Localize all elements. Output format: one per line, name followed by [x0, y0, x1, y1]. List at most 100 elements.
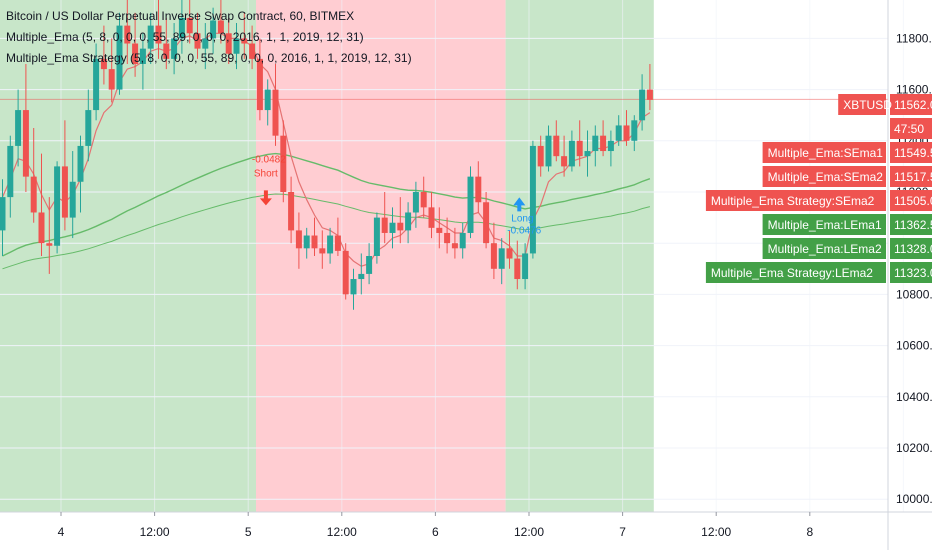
candle	[256, 38, 263, 121]
candle-body	[93, 58, 100, 111]
indicator-legend[interactable]: Multiple_Ema (5, 8, 0, 0, 0, 55, 89, 0, …	[6, 30, 364, 44]
candle-body	[420, 192, 427, 208]
price-tag: 11362.5 Multiple_Ema:LEma1	[762, 214, 932, 235]
candle	[233, 23, 240, 70]
price-tag-value-box	[890, 238, 932, 259]
strategy-legend[interactable]: Multiple_Ema Strategy (5, 8, 0, 0, 0, 55…	[6, 51, 412, 65]
candle	[576, 120, 583, 167]
candle	[202, 23, 209, 70]
candle-body	[132, 43, 139, 64]
candle-body	[194, 33, 201, 49]
candle	[444, 217, 451, 254]
candle	[38, 153, 45, 256]
candle-body	[373, 217, 380, 256]
candle	[373, 212, 380, 264]
candle	[506, 230, 513, 269]
candle	[311, 217, 318, 256]
strategy-background	[0, 0, 654, 512]
candle-body	[116, 25, 123, 90]
candle	[163, 17, 170, 70]
candle	[646, 64, 653, 111]
candle-body	[0, 197, 6, 231]
candle	[553, 120, 560, 162]
candle-body	[15, 110, 22, 146]
candle	[194, 12, 201, 59]
signal-label: Long	[511, 213, 533, 224]
candle	[412, 181, 419, 228]
price-tag: 11323.0 Multiple_Ema Strategy:LEma2	[705, 262, 932, 283]
time-tick-label: 12:00	[327, 525, 357, 539]
candle	[389, 207, 396, 249]
candle-body	[607, 140, 614, 152]
candle	[615, 115, 622, 146]
candle-body	[280, 135, 287, 192]
candle-body	[288, 192, 295, 231]
candle-body	[529, 145, 536, 254]
signal-short: -0.0482 Short	[252, 154, 286, 206]
candle	[186, 0, 193, 44]
ema-fast-line	[1, 32, 651, 267]
candle-body	[428, 207, 435, 228]
price-tag-value: 11362.5	[894, 218, 932, 232]
price-tick-label: 11800.0	[896, 31, 932, 45]
price-tag-value-box	[890, 166, 932, 187]
candle	[631, 115, 638, 152]
candle-body	[631, 120, 638, 141]
candle	[178, 0, 185, 54]
candle	[171, 23, 178, 75]
candle	[405, 202, 412, 244]
price-tag-value-box	[890, 94, 932, 115]
candle	[108, 38, 115, 103]
candle-body	[54, 166, 61, 246]
candle	[568, 130, 575, 172]
symbol-title[interactable]: Bitcoin / US Dollar Perpetual Inverse Sw…	[6, 9, 355, 23]
candle-body	[615, 125, 622, 141]
price-tag: 11505.0 Multiple_Ema Strategy:SEma2	[705, 190, 932, 211]
candle-body	[249, 43, 256, 59]
arrow-up-icon	[513, 197, 526, 212]
price-tag-name: XBTUSD	[843, 98, 892, 112]
price-tag-name-box	[762, 238, 886, 259]
price-tag: 11328.0 Multiple_Ema:LEma2	[762, 238, 932, 259]
candle	[327, 227, 334, 264]
candle	[241, 12, 248, 59]
signal-pct: -0.0476	[507, 225, 541, 236]
price-tag-value: 11505.0	[894, 194, 932, 208]
price-tag-value-box	[890, 190, 932, 211]
time-tick-label: 12:00	[140, 525, 170, 539]
candle	[217, 0, 224, 44]
price-tags: 11562.0XBTUSD47:5011549.5Multiple_Ema:SE…	[705, 94, 932, 283]
candle	[459, 222, 466, 259]
time-tick-label: 7	[619, 525, 626, 539]
candle-body	[22, 110, 29, 177]
bg-region-short	[256, 0, 506, 512]
candle	[295, 212, 302, 269]
candle-body	[483, 202, 490, 244]
candle	[15, 89, 22, 167]
signal-long: Long-0.0476	[507, 197, 542, 236]
price-tag-value-box	[890, 262, 932, 283]
candle-body	[412, 192, 419, 213]
candle	[483, 192, 490, 249]
price-tag-name: Multiple_Ema:LEma1	[768, 218, 882, 232]
candle-body	[506, 248, 513, 259]
candle-body	[171, 38, 178, 59]
candle	[132, 12, 139, 77]
candle-body	[264, 89, 271, 111]
candle-body	[592, 135, 599, 152]
candle	[397, 197, 404, 244]
candle-body	[498, 248, 505, 269]
candle	[639, 74, 646, 131]
candle	[30, 128, 37, 223]
candle	[420, 176, 427, 218]
time-axis[interactable]: 4 12:00 5 12:00 6 12:00 7 12:00 8	[0, 511, 932, 539]
candle	[85, 89, 92, 162]
price-tag: 11549.5 Multiple_Ema:SEma1	[762, 142, 932, 163]
candle	[54, 161, 61, 254]
price-tag-value-box	[890, 142, 932, 163]
candle	[0, 179, 6, 256]
candle	[358, 253, 365, 295]
price-tick-label: 10800.0	[896, 287, 932, 301]
candle	[490, 222, 497, 280]
